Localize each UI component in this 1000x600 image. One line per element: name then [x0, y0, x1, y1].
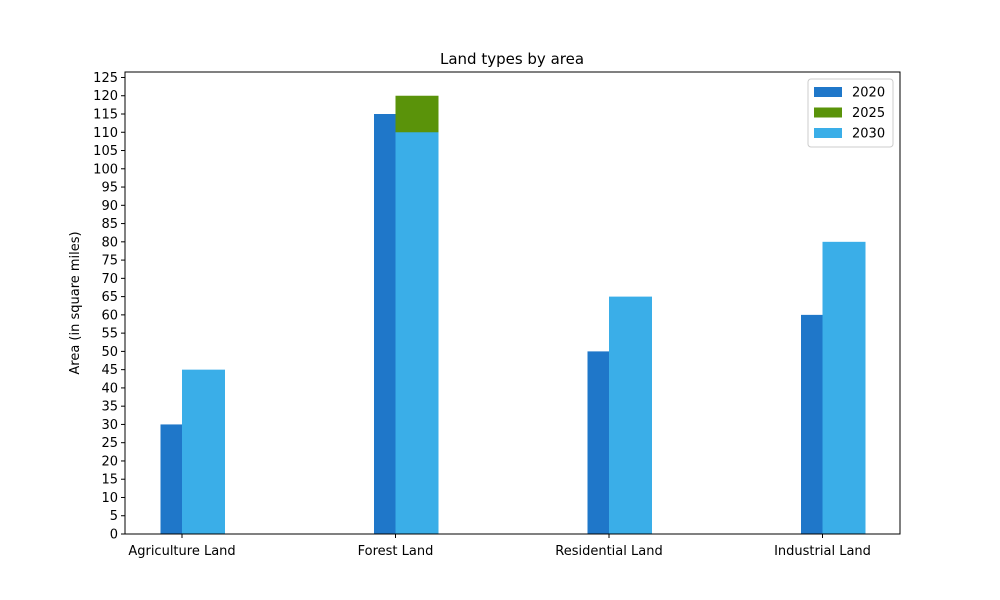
y-tick-label: 50 [101, 345, 118, 360]
legend: 2020 2025 2030 [807, 78, 894, 148]
y-tick-label: 80 [101, 235, 118, 250]
y-tick-label: 60 [101, 308, 118, 323]
bar-2030-1 [395, 132, 439, 534]
y-tick-label: 70 [101, 272, 118, 287]
x-tick-label: Agriculture Land [128, 544, 235, 559]
x-axis-ticks: Agriculture Land Forest Land Residential L… [128, 534, 871, 559]
y-axis-ticks: 0 5 10 15 20 25 30 35 40 45 50 55 60 65 70 75 80 85 90 95 10… [93, 71, 125, 543]
x-tick-label: Forest Land [358, 544, 434, 559]
y-tick-label: 5 [110, 509, 118, 524]
y-tick-label: 75 [101, 254, 118, 269]
y-axis-label: Area (in square miles) [68, 231, 83, 374]
legend-swatch-2020 [814, 87, 842, 97]
y-tick-label: 35 [101, 400, 118, 415]
y-tick-label: 15 [101, 473, 118, 488]
y-tick-label: 100 [93, 162, 118, 177]
x-tick-label: Industrial Land [774, 544, 871, 559]
plot-frame [124, 71, 901, 535]
legend-label-2025: 2025 [852, 106, 885, 121]
y-tick-label: 105 [93, 144, 118, 159]
legend-swatch-2030 [814, 128, 842, 138]
bar-2020-1 [374, 114, 396, 534]
bar-2030-2 [609, 296, 652, 534]
bar-2020-3 [801, 314, 823, 534]
bar-2030-0 [182, 369, 225, 534]
legend-swatch-2025 [814, 107, 842, 118]
y-tick-label: 115 [93, 108, 118, 123]
x-tick-label: Residential Land [555, 544, 662, 559]
y-tick-label: 20 [101, 454, 118, 469]
y-tick-label: 55 [101, 327, 118, 342]
chart-title: Land types by area [440, 50, 584, 68]
y-tick-label: 30 [101, 418, 118, 433]
y-tick-label: 110 [93, 126, 118, 141]
legend-label-2020: 2020 [852, 86, 885, 101]
bar-2030-3 [822, 241, 866, 534]
y-tick-label: 65 [101, 290, 118, 305]
y-tick-label: 95 [101, 181, 118, 196]
y-tick-label: 40 [101, 381, 118, 396]
y-tick-label: 10 [101, 491, 118, 506]
y-tick-label: 90 [101, 199, 118, 214]
y-tick-label: 0 [110, 528, 118, 543]
y-tick-label: 25 [101, 436, 118, 451]
y-tick-label: 85 [101, 217, 118, 232]
y-tick-label: 125 [93, 71, 118, 86]
y-tick-label: 45 [101, 363, 118, 378]
bars-layer [160, 95, 866, 534]
bar-2020-2 [587, 351, 609, 534]
y-tick-label: 120 [93, 89, 118, 104]
legend-label-2030: 2030 [852, 127, 885, 142]
bar-2020-0 [160, 424, 182, 534]
